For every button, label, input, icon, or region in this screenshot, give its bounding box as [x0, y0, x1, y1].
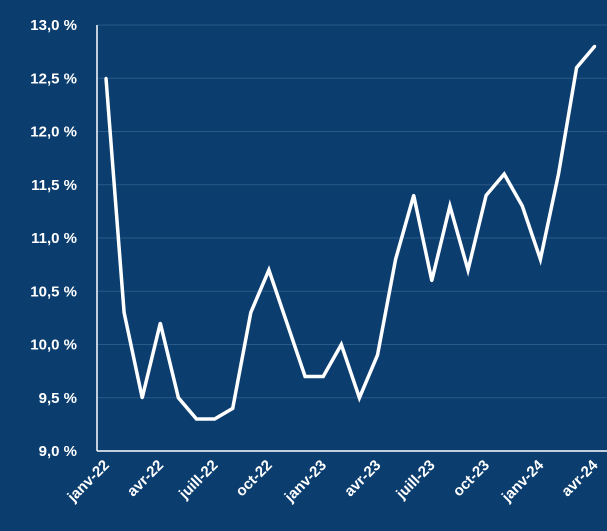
data-point	[231, 406, 235, 410]
x-tick-label: janv-23	[281, 457, 330, 506]
data-point	[176, 396, 180, 400]
data-point	[213, 417, 217, 421]
data-point	[321, 374, 325, 378]
data-point	[303, 374, 307, 378]
data-point	[520, 204, 524, 208]
x-axis-tick-labels: janv-22 avr-22 juill-22 oct-22 janv-23 avr-23…	[64, 456, 602, 506]
data-point	[466, 268, 470, 272]
y-tick-label: 10,5 %	[30, 283, 77, 300]
data-point	[484, 193, 488, 197]
x-tick-label: juill-23	[392, 457, 438, 503]
y-tick-label: 9,5 %	[39, 390, 77, 407]
y-tick-label: 13,0 %	[30, 17, 77, 34]
y-tick-label: 11,5 %	[31, 177, 77, 194]
data-point	[538, 257, 542, 261]
x-tick-label: oct-22	[232, 457, 275, 500]
data-point	[285, 321, 289, 325]
y-tick-label: 9,0 %	[39, 443, 77, 460]
data-point	[448, 204, 452, 208]
data-point	[376, 353, 379, 357]
data-point	[158, 321, 162, 325]
data-point	[357, 396, 361, 400]
data-points	[104, 44, 597, 421]
y-tick-label: 11,0 %	[31, 230, 77, 247]
x-tick-label: avr-22	[124, 457, 167, 500]
data-point	[502, 172, 506, 176]
data-point	[267, 268, 271, 272]
x-tick-label: janv-22	[64, 457, 113, 506]
y-tick-label: 12,5 %	[30, 70, 77, 87]
data-point	[557, 172, 560, 176]
y-tick-label: 10,0 %	[30, 337, 77, 354]
x-tick-label: avr-23	[341, 457, 384, 500]
x-tick-label: janv-24	[498, 456, 548, 506]
data-point	[394, 257, 398, 261]
data-point	[104, 76, 108, 80]
y-tick-label: 12,0 %	[30, 124, 77, 141]
data-point	[249, 311, 253, 315]
y-axis-tick-labels: 9,0 % 9,5 % 10,0 % 10,5 % 11,0 % 11,5 % 12,0 %…	[30, 17, 77, 460]
data-point	[412, 193, 416, 197]
x-tick-label: juill-22	[175, 457, 221, 503]
data-point	[122, 311, 126, 315]
x-tick-label: oct-23	[450, 457, 493, 500]
data-point	[195, 417, 198, 421]
x-tick-label: avr-24	[558, 456, 602, 500]
data-point	[430, 279, 434, 283]
data-point	[339, 343, 343, 346]
gridlines	[97, 24, 607, 399]
data-point	[593, 44, 597, 48]
series-line	[104, 45, 597, 421]
data-point	[140, 396, 144, 400]
data-point	[575, 66, 579, 70]
